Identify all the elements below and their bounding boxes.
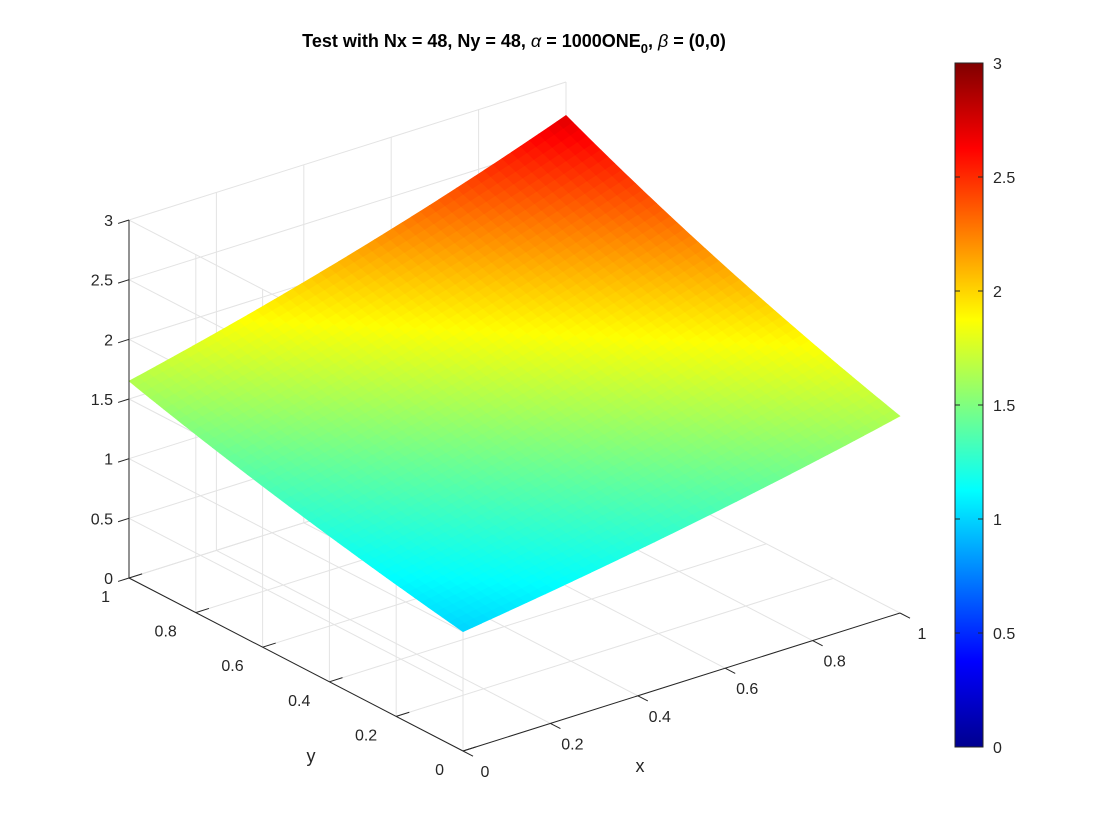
z-tick-label: 3: [104, 213, 113, 230]
x-tick-mark: [550, 722, 561, 730]
z-tick-mark: [117, 458, 130, 463]
wall-x0-grid-z: [128, 458, 464, 633]
title-separator: ,: [648, 31, 658, 51]
x-tick-mark: [462, 750, 474, 757]
y-tick-mark: [396, 711, 410, 717]
y-tick-label: 0.2: [355, 727, 377, 744]
y-tick-label: 1: [101, 589, 110, 606]
z-tick-label: 0.5: [91, 511, 113, 528]
axes-tick-labels: 00.20.40.60.8100.20.40.60.8100.511.522.5…: [91, 213, 927, 781]
x-tick-mark: [637, 695, 649, 702]
y-tick-mark: [462, 746, 477, 752]
z-tick-mark: [117, 279, 130, 284]
y-tick-label: 0.4: [288, 693, 310, 710]
y-tick-mark: [329, 677, 343, 683]
title-prefix: Test with Nx = 48, Ny = 48,: [302, 31, 531, 51]
colorbar-tick-label: 3: [993, 56, 1002, 73]
title-alpha-value: = 1000ONE: [541, 31, 641, 51]
x-tick-mark: [899, 612, 911, 619]
y-tick-label: 0.8: [155, 624, 177, 641]
colorbar: 0 0.5 1 1.5 2 2.5 3: [954, 56, 1015, 757]
x-tick-label: 0: [481, 764, 490, 781]
x-tick-label: 1: [918, 626, 927, 643]
z-tick-mark: [117, 338, 130, 344]
y-tick-mark: [195, 607, 210, 614]
z-tick-label: 2: [104, 332, 113, 349]
colorbar-tick-label: 2.5: [993, 170, 1015, 187]
floor-grid-y: [396, 577, 834, 717]
wall-x0-grid-z: [128, 517, 464, 692]
title-alpha-symbol: α: [531, 31, 542, 51]
colorbar-tick-label: 0.5: [993, 626, 1015, 643]
z-tick-mark: [117, 517, 130, 523]
y-tick-mark: [262, 642, 276, 648]
title-alpha-subscript: 0: [641, 41, 648, 56]
y-tick-label: 0.6: [221, 658, 243, 675]
title-beta-value: = (0,0): [668, 31, 726, 51]
surface-cell: [883, 410, 901, 422]
surface-mesh: [128, 115, 901, 633]
chart-title: Test with Nx = 48, Ny = 48, α = 1000ONE0…: [302, 31, 726, 56]
x-axis-label: x: [636, 756, 645, 776]
z-tick-mark: [117, 577, 130, 582]
y-axis-line: [128, 577, 464, 752]
x-tick-mark: [812, 640, 823, 647]
z-tick-label: 2.5: [91, 273, 113, 290]
colorbar-tick-label: 1: [993, 512, 1002, 529]
y-tick-label: 0: [435, 762, 444, 779]
axes-lines: [117, 219, 911, 757]
z-tick-label: 0: [104, 571, 113, 588]
x-tick-label: 0.4: [649, 709, 671, 726]
x-axis-line: [462, 612, 901, 752]
floor-grid-x: [216, 549, 551, 724]
title-beta-symbol: β: [657, 31, 668, 51]
colorbar-ticks: 0 0.5 1 1.5 2 2.5 3: [955, 56, 1015, 757]
z-tick-label: 1: [104, 452, 113, 469]
colorbar-tick-label: 0: [993, 740, 1002, 757]
colorbar-tick-label: 1.5: [993, 398, 1015, 415]
x-tick-label: 0.6: [736, 681, 758, 698]
floor-grid-y: [329, 543, 767, 683]
x-tick-mark: [724, 667, 736, 674]
colorbar-tick-label: 2: [993, 284, 1002, 301]
z-tick-mark: [117, 219, 130, 224]
x-tick-label: 0.2: [561, 736, 583, 753]
z-tick-label: 1.5: [91, 392, 113, 409]
wall-y1-grid-z: [128, 81, 567, 221]
y-tick-mark: [128, 573, 143, 579]
x-tick-label: 0.8: [823, 654, 845, 671]
z-tick-mark: [117, 398, 130, 403]
y-axis-label: y: [307, 746, 316, 766]
